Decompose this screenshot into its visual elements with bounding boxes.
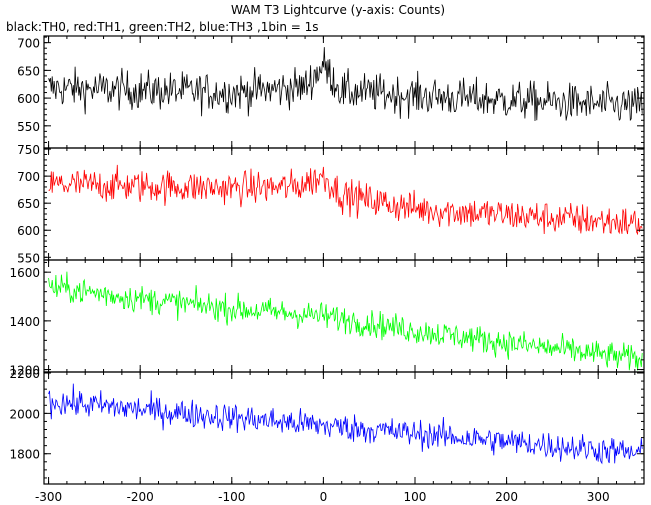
series-line-th0: [48, 47, 643, 122]
y-tick-label: 600: [17, 92, 40, 106]
chart-subtitle: black:TH0, red:TH1, green:TH2, blue:TH3 …: [6, 20, 319, 34]
y-tick-label: 2000: [9, 407, 40, 421]
x-tick-label: -100: [218, 490, 245, 504]
panels-group: 5506006507005506006507007501200140016001…: [9, 35, 645, 485]
y-tick-label: 1800: [9, 448, 40, 462]
y-tick-label: 650: [17, 197, 40, 211]
x-tick-label: -300: [35, 490, 62, 504]
y-tick-label: 600: [17, 224, 40, 238]
panel-frame: [43, 147, 645, 261]
series-line-th3: [48, 383, 643, 465]
y-tick-label: 1400: [9, 315, 40, 329]
y-tick-label: 700: [17, 37, 40, 51]
chart-title: WAM T3 Lightcurve (y-axis: Counts): [231, 3, 445, 17]
x-tick-label: 100: [404, 490, 427, 504]
series-line-th2: [48, 271, 643, 371]
panel-th2: 1200 1400 1600: [9, 259, 645, 378]
panel-th1: 550 600 650 700 750: [17, 143, 645, 265]
y-tick-label: 550: [17, 120, 40, 134]
series-line-th1: [48, 164, 643, 236]
x-tick-label: 300: [587, 490, 610, 504]
y-tick-label: 1600: [9, 266, 40, 280]
y-tick-label: 750: [17, 143, 40, 157]
x-tick-label: 0: [320, 490, 328, 504]
x-tick-label: 200: [495, 490, 518, 504]
x-axis: -300 -200 -100 0 100 200 300: [35, 490, 610, 504]
x-tick-label: -200: [127, 490, 154, 504]
y-tick-label: 700: [17, 170, 40, 184]
panel-th0: 550 600 650 700: [17, 35, 645, 149]
y-tick-label: 550: [17, 251, 40, 265]
y-tick-label: 2200: [9, 367, 40, 381]
panel-th3: 1800 2000 2200: [9, 367, 645, 485]
panel-frame: [43, 371, 645, 485]
y-tick-label: 1200: [9, 364, 40, 378]
y-tick-label: 650: [17, 64, 40, 78]
